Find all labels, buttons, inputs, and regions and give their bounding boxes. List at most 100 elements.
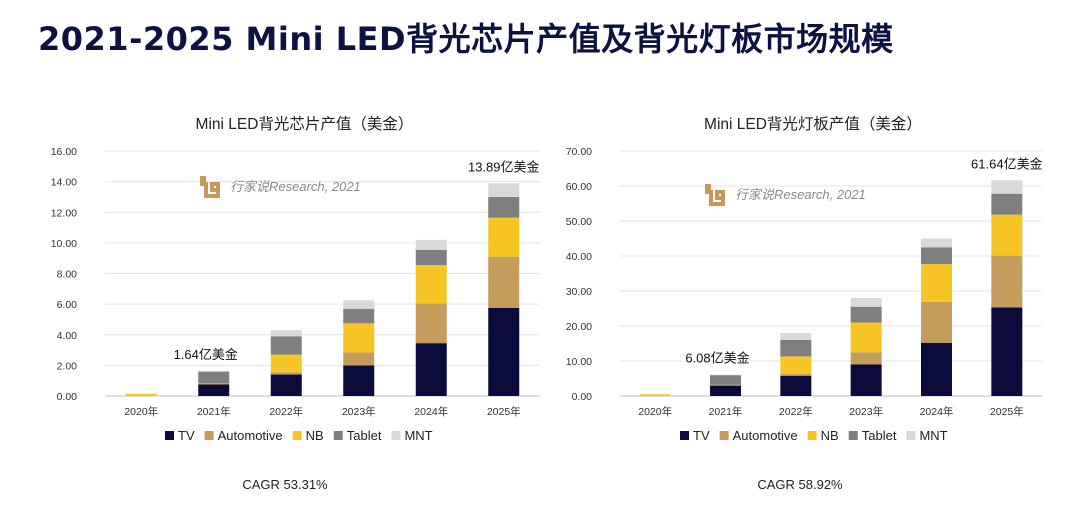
- x-tick-label: 2020年: [638, 405, 672, 418]
- legend-swatch-tv: [165, 431, 174, 440]
- bar-segment-tablet: [991, 193, 1023, 215]
- bar-segment-mnt: [415, 239, 447, 250]
- watermark: 行家说Research, 2021: [200, 176, 361, 198]
- bar-segment-nb: [639, 394, 671, 396]
- bar-segment-nb: [198, 383, 230, 384]
- bar-segment-mnt: [198, 370, 230, 372]
- legend-swatch-automotive: [204, 431, 214, 440]
- bar-segment-nb: [488, 217, 520, 257]
- bar-segment-tv: [270, 374, 302, 396]
- chart-title: Mini LED背光灯板产值（美金）: [704, 115, 922, 133]
- watermark-logo-dot: [705, 184, 711, 190]
- y-tick-label: 14.00: [51, 177, 77, 189]
- chart-title: Mini LED背光芯片产值（美金）: [196, 115, 414, 133]
- watermark-text: 行家说Research, 2021: [735, 187, 866, 202]
- bar-segment-tv: [343, 365, 375, 396]
- legend-label-tv: TV: [178, 428, 195, 443]
- legend: TV Automotive NB Tablet MNT: [680, 428, 948, 443]
- legend: TV Automotive NB Tablet MNT: [165, 428, 433, 443]
- watermark-logo-icon: [705, 190, 725, 206]
- y-tick-label: 20.00: [566, 321, 592, 333]
- legend-swatch-tablet: [333, 431, 343, 440]
- y-tick-label: 2.00: [57, 360, 78, 372]
- bar-segment-tablet: [198, 371, 230, 384]
- bar-segment-mnt: [488, 183, 520, 197]
- bar-segment-nb: [415, 265, 447, 304]
- bar-segment-tv: [488, 307, 520, 396]
- chart-panel-chip-value: Mini LED背光芯片产值（美金） 0.00 2.00 4.00 6.00 8.00 10…: [20, 100, 550, 505]
- board-value-chart: Mini LED背光灯板产值（美金） 0.00 10.00 20.00 30.00 40.…: [566, 115, 1043, 492]
- bar-segment-tablet: [710, 375, 741, 385]
- bar-segment-tv: [780, 375, 812, 396]
- bar-segment-tablet: [780, 340, 812, 357]
- watermark-text: 行家说Research, 2021: [230, 179, 361, 194]
- cagr-label: CAGR 53.31%: [242, 477, 328, 492]
- bar-segment-nb: [921, 264, 952, 302]
- legend-swatch-automotive: [719, 431, 729, 440]
- bar-segment-tablet: [415, 249, 447, 266]
- x-tick-label: 2024年: [920, 405, 954, 418]
- total-label: 61.64亿美金: [971, 156, 1043, 171]
- bar-segment-tablet: [270, 336, 302, 355]
- legend-label-mnt: MNT: [404, 428, 432, 443]
- legend-label-tablet: Tablet: [862, 428, 897, 443]
- bar-segment-automotive: [710, 385, 741, 386]
- watermark-logo-icon: [200, 182, 220, 198]
- x-tick-label: 2025年: [990, 405, 1024, 418]
- bar-segment-automotive: [343, 352, 375, 366]
- chip-value-chart: Mini LED背光芯片产值（美金） 0.00 2.00 4.00 6.00 8.00 10…: [51, 115, 540, 492]
- y-tick-label: 0.00: [572, 391, 593, 403]
- x-tick-label: 2024年: [414, 405, 448, 418]
- bar-segment-tablet: [488, 196, 520, 218]
- bar-segment-tablet: [850, 306, 882, 323]
- legend-label-automotive: Automotive: [733, 428, 798, 443]
- total-label: 6.08亿美金: [685, 351, 749, 366]
- legend-label-automotive: Automotive: [218, 428, 283, 443]
- bar-segment-nb: [125, 393, 157, 396]
- bar-segment-mnt: [991, 180, 1023, 194]
- bar-segment-tv: [198, 384, 230, 396]
- bar-segment-tv: [415, 343, 447, 396]
- legend-label-tv: TV: [693, 428, 710, 443]
- bar-segment-nb: [850, 322, 882, 353]
- legend-swatch-tv: [680, 431, 689, 440]
- legend-label-mnt: MNT: [919, 428, 947, 443]
- bar-segment-tv: [991, 307, 1023, 396]
- bar-segment-tv: [710, 385, 741, 396]
- legend-swatch-mnt: [391, 431, 401, 440]
- bar-segment-tablet: [343, 308, 375, 324]
- y-tick-label: 40.00: [566, 251, 592, 263]
- y-tick-label: 30.00: [566, 286, 592, 298]
- y-tick-label: 6.00: [57, 299, 78, 311]
- bar-segment-mnt: [850, 298, 882, 307]
- bar-segment-tablet: [921, 247, 952, 265]
- y-tick-label: 0.00: [57, 391, 78, 403]
- bar-segment-automotive: [415, 303, 447, 344]
- x-tick-label: 2021年: [197, 405, 231, 418]
- x-tick-label: 2023年: [849, 405, 883, 418]
- bar-segment-nb: [780, 356, 812, 374]
- legend-label-nb: NB: [821, 428, 839, 443]
- legend-swatch-mnt: [906, 431, 916, 440]
- bar-segment-nb: [343, 323, 375, 353]
- y-tick-label: 4.00: [57, 330, 78, 342]
- bar-segment-nb: [991, 214, 1023, 256]
- bar-segment-automotive: [270, 372, 302, 375]
- bar-segment-mnt: [343, 300, 375, 309]
- bar-segment-automotive: [198, 383, 230, 385]
- total-label: 13.89亿美金: [468, 159, 540, 174]
- bar-segment-mnt: [921, 238, 952, 248]
- bar-segment-automotive: [850, 352, 882, 365]
- bar-segment-mnt: [780, 333, 812, 340]
- page-title: 2021-2025 Mini LED背光芯片产值及背光灯板市场规模: [38, 20, 894, 58]
- legend-swatch-nb: [807, 431, 817, 440]
- y-tick-label: 70.00: [566, 146, 592, 158]
- watermark: 行家说Research, 2021: [705, 184, 866, 206]
- legend-swatch-nb: [292, 431, 302, 440]
- bar-segment-nb: [710, 384, 741, 386]
- y-tick-label: 8.00: [57, 269, 78, 281]
- x-tick-label: 2022年: [269, 405, 303, 418]
- y-tick-label: 10.00: [566, 356, 592, 368]
- x-tick-label: 2020年: [124, 405, 158, 418]
- bar-segment-mnt: [270, 330, 302, 337]
